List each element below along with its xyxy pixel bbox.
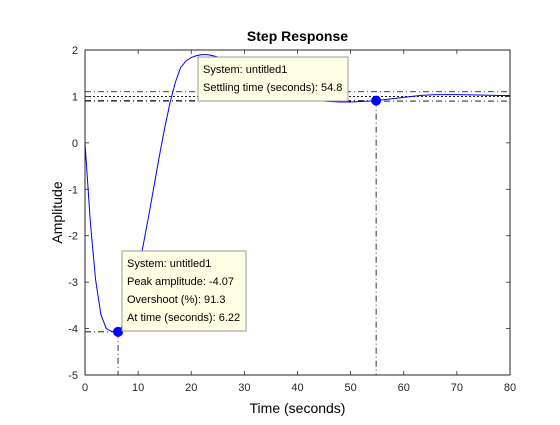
datatip-layer: System: untitled1 Peak amplitude: -4.07 Ov… [121,56,349,332]
y-tick-label: -1 [68,184,78,196]
y-tick-label: -2 [68,231,78,243]
datatip-marker [371,95,382,106]
y-tick-label: 0 [72,138,78,150]
datatip-line: At time (seconds): 6.22 [127,312,240,324]
y-tick-label: -4 [68,324,78,336]
datatip-line: Overshoot (%): 91.3 [127,294,225,306]
tick-layer: 0 10 20 30 40 50 60 70 80 -5 -4 -3 -2 -1 0 1 2 [68,45,516,394]
x-tick-label: 40 [291,382,303,394]
datatip-line: Peak amplitude: -4.07 [127,276,234,288]
datatip-marker [113,326,124,337]
datatip-line: System: untitled1 [203,64,287,76]
x-tick-label: 0 [82,382,88,394]
y-tick-label: 1 [72,91,78,103]
x-tick-label: 60 [398,382,410,394]
x-axis-label: Time (seconds) [250,400,346,416]
datatip-line: Settling time (seconds): 54.8 [203,82,342,94]
datatip-box [197,56,349,102]
y-tick-label: -3 [68,277,78,289]
x-tick-label: 10 [132,382,144,394]
y-tick-label: 2 [72,45,78,57]
y-tick-label: -5 [68,370,78,382]
datatip: System: untitled1 Settling time (seconds)… [197,56,349,102]
x-tick-label: 70 [451,382,463,394]
datatip-line: System: untitled1 [127,258,211,270]
x-tick-label: 20 [185,382,197,394]
x-tick-label: 50 [345,382,357,394]
chart-title: Step Response [247,28,348,44]
marker-layer [113,95,382,337]
datatip: System: untitled1 Peak amplitude: -4.07 Ov… [121,250,247,332]
x-tick-label: 80 [504,382,516,394]
y-axis-label: Amplitude [49,181,65,243]
datatip-box [121,250,247,332]
x-tick-label: 30 [238,382,250,394]
